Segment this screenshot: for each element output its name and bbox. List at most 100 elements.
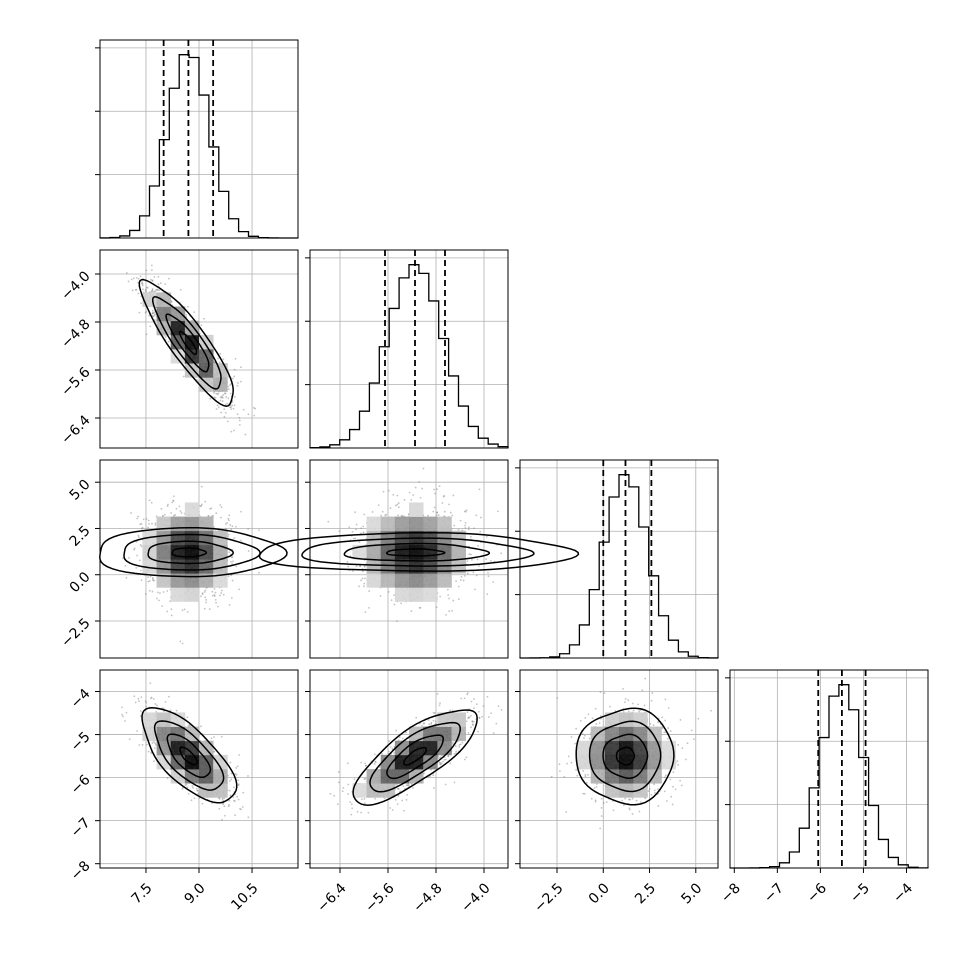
sample-point	[223, 415, 226, 418]
sample-point	[464, 526, 467, 529]
sample-point	[152, 576, 154, 579]
sample-point	[468, 553, 471, 556]
sample-point	[142, 288, 144, 291]
sample-point	[145, 288, 147, 291]
sample-point	[127, 280, 130, 283]
sample-point	[155, 710, 158, 713]
sample-point	[360, 532, 362, 535]
sample-point	[239, 380, 242, 383]
density-cell	[394, 516, 410, 532]
density-cell	[409, 573, 424, 588]
sample-point	[149, 325, 152, 328]
sample-point	[139, 275, 142, 278]
sample-point	[186, 786, 189, 789]
density-cell	[170, 573, 186, 588]
sample-point	[360, 579, 362, 582]
density-cell	[409, 516, 424, 532]
sample-point	[158, 599, 160, 602]
sample-point	[219, 396, 222, 399]
sample-point	[464, 522, 467, 524]
sample-point	[443, 510, 446, 513]
sample-point	[455, 750, 457, 753]
sample-point	[227, 397, 230, 400]
sample-point	[187, 305, 189, 308]
sample-point	[224, 528, 227, 530]
sample-point	[237, 783, 240, 786]
sample-point	[140, 545, 143, 548]
sample-point	[147, 580, 150, 583]
sample-point	[161, 514, 164, 517]
sample-point	[437, 514, 440, 516]
sample-point	[166, 590, 169, 592]
sample-point	[191, 785, 194, 787]
sample-point	[151, 279, 154, 282]
sample-point	[463, 510, 466, 513]
sample-point	[405, 799, 408, 801]
sample-point	[214, 396, 217, 399]
sample-point	[457, 529, 460, 531]
sample-point	[164, 336, 167, 338]
sample-point	[371, 511, 374, 513]
density-cell	[184, 363, 200, 378]
sample-point	[479, 530, 482, 533]
sample-point	[377, 504, 380, 507]
sample-point	[363, 565, 366, 568]
sample-point	[443, 494, 446, 497]
sample-point	[227, 533, 230, 536]
sample-point	[150, 290, 153, 292]
sample-point	[178, 505, 181, 508]
sample-point	[133, 277, 135, 280]
density-cell	[156, 306, 172, 322]
sample-point	[145, 701, 148, 704]
sample-point	[213, 736, 215, 738]
sample-point	[468, 716, 470, 719]
sample-point	[239, 807, 241, 810]
density-cell	[184, 573, 200, 588]
sample-point	[448, 597, 450, 600]
sample-point	[146, 286, 149, 289]
sample-point	[227, 517, 230, 520]
sample-point	[215, 601, 217, 604]
diagonal-panel-2	[309, 249, 509, 449]
sample-point	[500, 708, 503, 711]
density-cell	[170, 306, 186, 322]
sample-point	[145, 333, 148, 336]
sample-point	[172, 499, 175, 502]
sample-point	[140, 302, 143, 305]
sample-point	[229, 392, 232, 395]
sample-point	[435, 722, 437, 725]
sample-point	[154, 290, 157, 292]
sample-point	[138, 700, 140, 703]
sample-point	[432, 774, 435, 777]
sample-point	[242, 408, 245, 411]
sample-point	[419, 496, 422, 499]
sample-point	[397, 788, 400, 790]
sample-point	[135, 277, 138, 279]
sample-point	[218, 797, 221, 800]
sample-point	[451, 514, 454, 517]
histogram-3	[519, 474, 719, 659]
density-cell	[199, 363, 214, 378]
sample-point	[234, 814, 236, 817]
density-cell	[170, 726, 186, 742]
sample-point	[154, 742, 157, 745]
sample-point	[213, 361, 216, 364]
sample-point	[223, 408, 226, 411]
sample-point	[154, 703, 157, 705]
sample-point	[368, 590, 371, 592]
panel-2-1	[99, 249, 299, 449]
sample-point	[412, 787, 415, 789]
sample-point	[438, 485, 441, 487]
sample-point	[236, 413, 239, 416]
sample-point	[233, 375, 236, 378]
density-cell	[213, 559, 228, 574]
sample-point	[229, 794, 232, 797]
sample-point	[217, 392, 219, 395]
sample-point	[154, 522, 157, 525]
contour-line	[141, 707, 238, 804]
sample-point	[436, 511, 439, 514]
sample-point	[179, 288, 182, 291]
sample-point	[150, 752, 153, 755]
sample-point	[163, 513, 166, 516]
